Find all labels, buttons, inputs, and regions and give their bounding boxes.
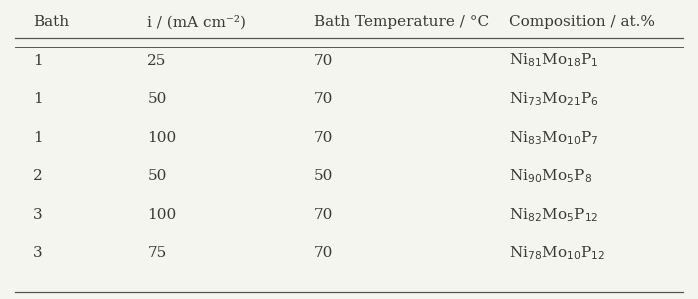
Text: i / (mA cm⁻²): i / (mA cm⁻²)	[147, 15, 246, 29]
Text: Ni$_{78}$Mo$_{10}$P$_{12}$: Ni$_{78}$Mo$_{10}$P$_{12}$	[509, 244, 605, 262]
Text: 70: 70	[314, 131, 334, 145]
Text: Ni$_{73}$Mo$_{21}$P$_{6}$: Ni$_{73}$Mo$_{21}$P$_{6}$	[509, 90, 599, 108]
Text: 25: 25	[147, 54, 167, 68]
Text: 100: 100	[147, 131, 177, 145]
Text: 100: 100	[147, 208, 177, 222]
Text: 1: 1	[33, 54, 43, 68]
Text: Ni$_{82}$Mo$_{5}$P$_{12}$: Ni$_{82}$Mo$_{5}$P$_{12}$	[509, 206, 598, 224]
Text: 75: 75	[147, 246, 167, 260]
Text: Bath: Bath	[33, 15, 69, 29]
Text: 50: 50	[147, 169, 167, 183]
Text: 1: 1	[33, 92, 43, 106]
Text: Bath Temperature / °C: Bath Temperature / °C	[314, 15, 489, 29]
Text: Ni$_{90}$Mo$_{5}$P$_{8}$: Ni$_{90}$Mo$_{5}$P$_{8}$	[509, 167, 592, 185]
Text: Ni$_{83}$Mo$_{10}$P$_{7}$: Ni$_{83}$Mo$_{10}$P$_{7}$	[509, 129, 599, 147]
Text: 3: 3	[33, 208, 43, 222]
Text: 70: 70	[314, 246, 334, 260]
Text: 70: 70	[314, 92, 334, 106]
Text: 70: 70	[314, 208, 334, 222]
Text: Ni$_{81}$Mo$_{18}$P$_{1}$: Ni$_{81}$Mo$_{18}$P$_{1}$	[509, 52, 598, 69]
Text: Composition / at.%: Composition / at.%	[509, 15, 655, 29]
Text: 50: 50	[314, 169, 334, 183]
Text: 3: 3	[33, 246, 43, 260]
Text: 1: 1	[33, 131, 43, 145]
Text: 2: 2	[33, 169, 43, 183]
Text: 70: 70	[314, 54, 334, 68]
Text: 50: 50	[147, 92, 167, 106]
